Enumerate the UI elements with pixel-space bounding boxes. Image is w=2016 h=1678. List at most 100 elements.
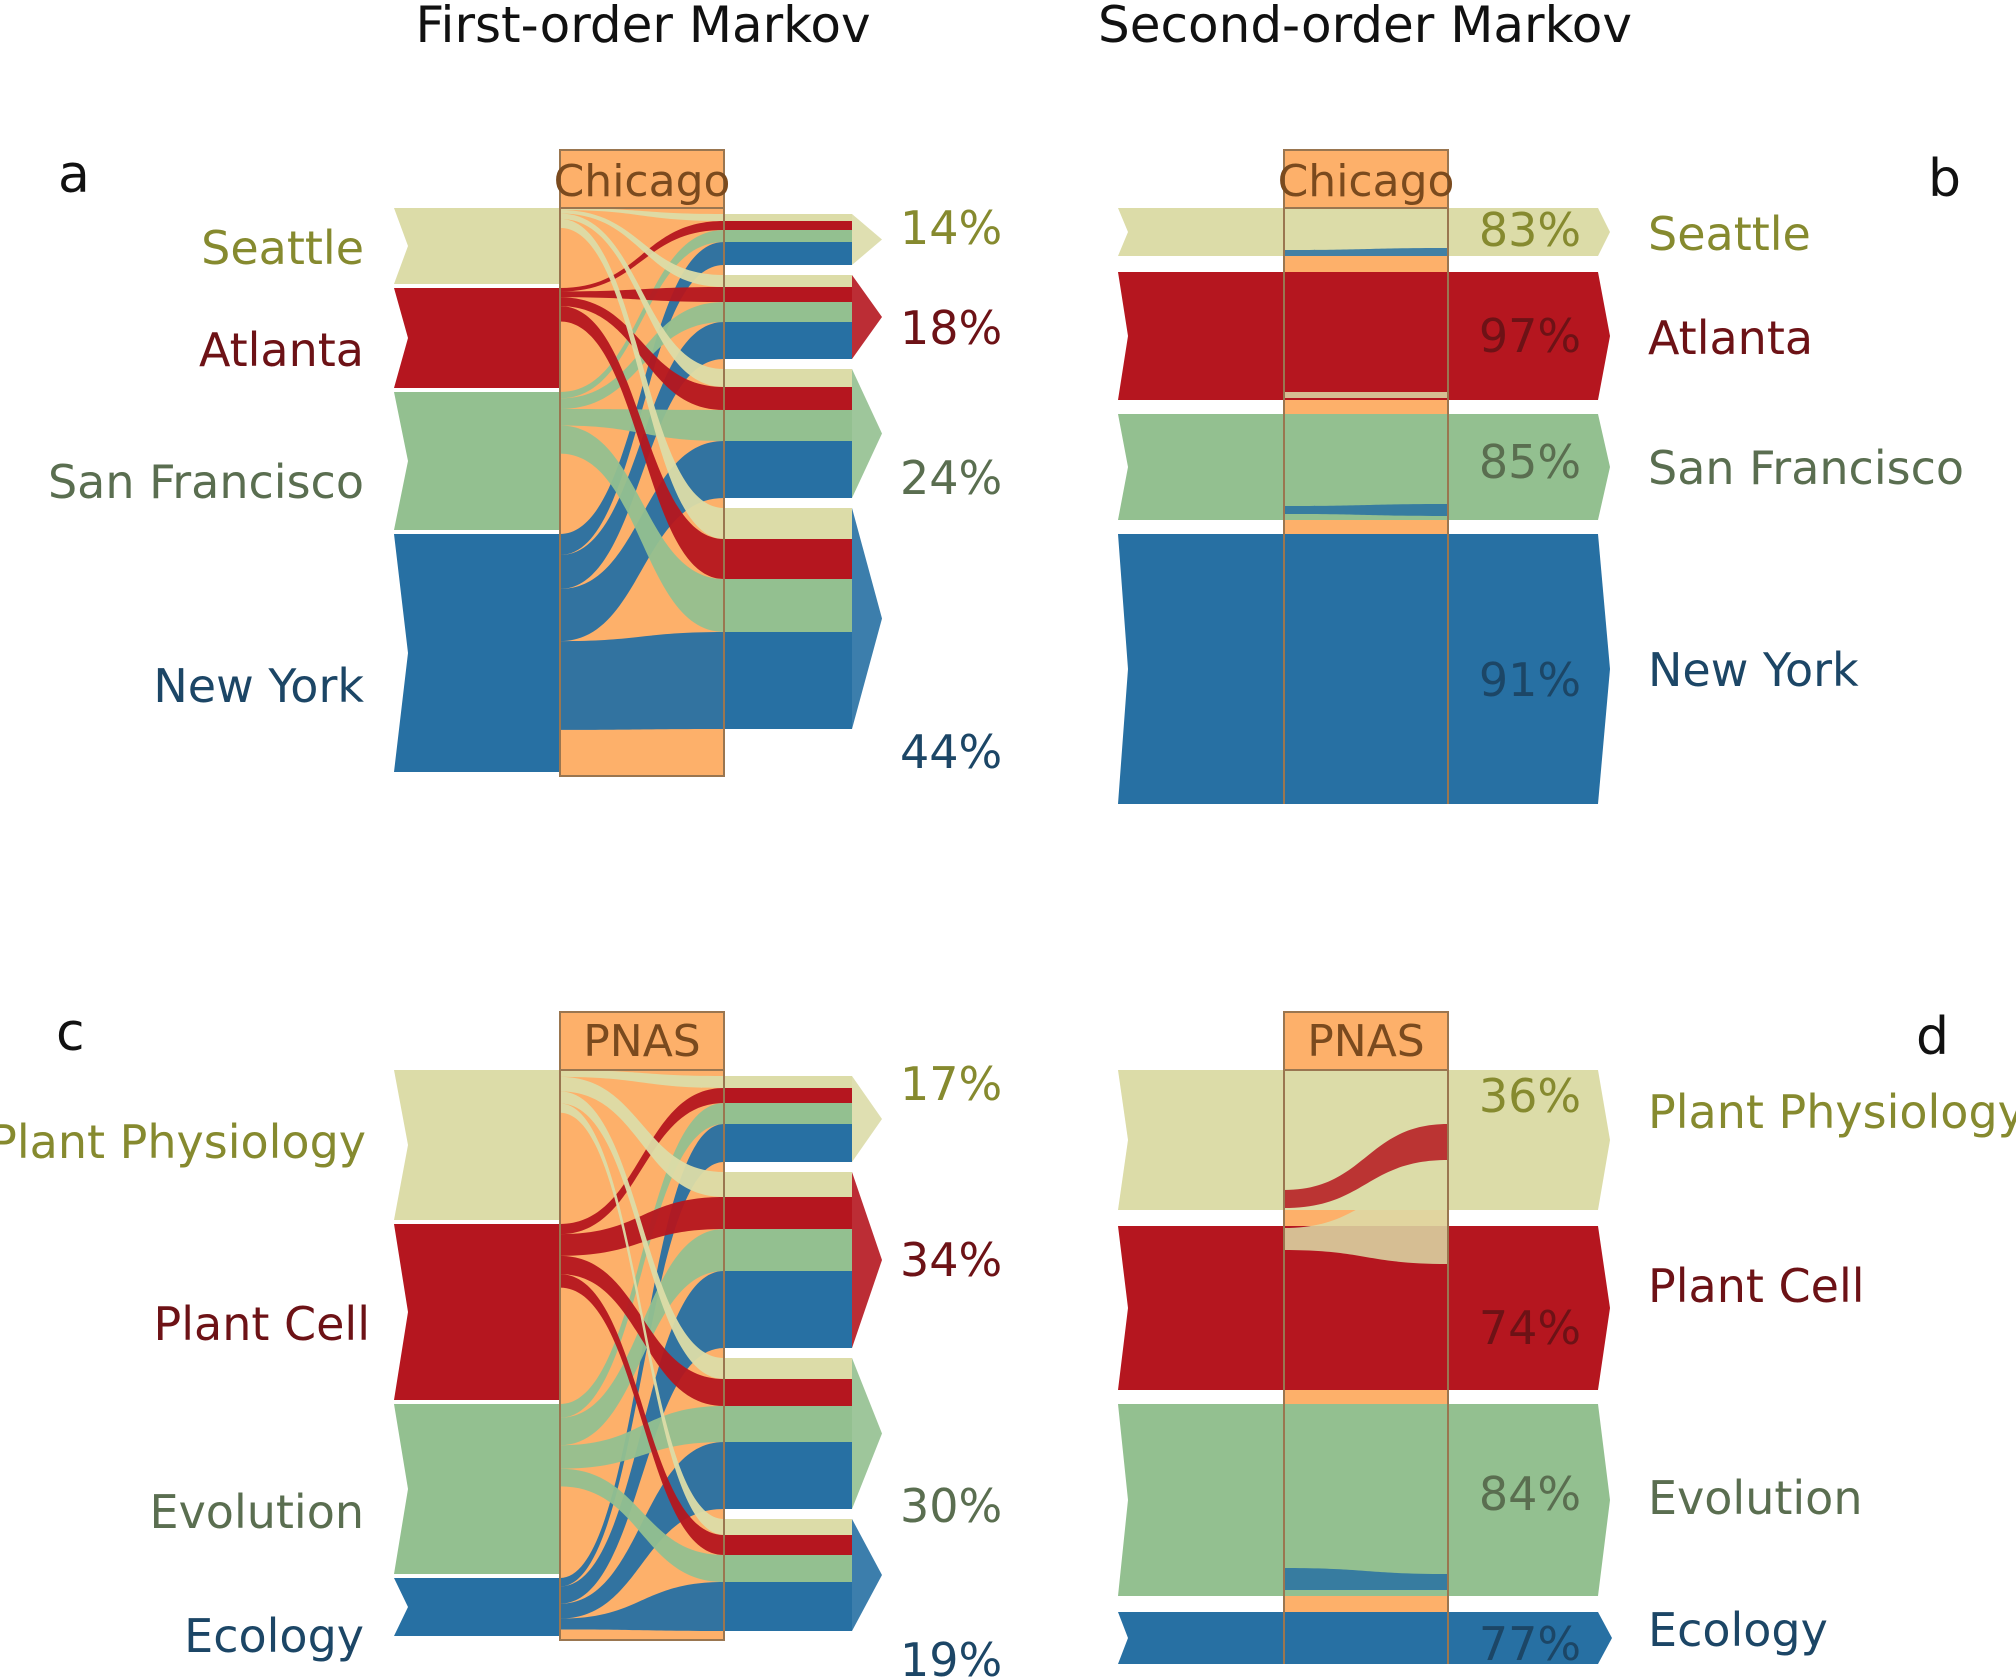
panel-c-flow-1-0 <box>560 1076 724 1197</box>
panel-c-out-strip-2-3 <box>724 1442 852 1509</box>
panel-b-node-seattle: Seattle <box>1648 207 1811 261</box>
panel-c-node-ecology: Ecology <box>184 1609 364 1663</box>
panel-d-minor-flow-0-0 <box>1284 1124 1448 1208</box>
panel-a-letter: a <box>58 145 90 205</box>
panel-d-in-arrow-3 <box>1118 1612 1284 1664</box>
panel-c-out-tip-0 <box>852 1076 882 1162</box>
panel-c-hub-label: PNAS <box>583 1016 700 1067</box>
panel-c-flow-3-0 <box>560 1103 724 1535</box>
panel-b-minor-flow-2-0 <box>1284 504 1448 516</box>
panel-b-hub-header <box>1283 149 1449 209</box>
panel-c-flow-3-1 <box>560 1274 724 1555</box>
panel-a-out-strip-0-1 <box>724 221 852 230</box>
panel-b-percent-seattle: 83% <box>1479 203 1581 257</box>
panel-a-node-seattle: Seattle <box>201 221 364 275</box>
panel-b-percent-new-york: 91% <box>1479 653 1581 707</box>
panel-c-out-strip-3-2 <box>724 1555 852 1582</box>
panel-a-node-atlanta: Atlanta <box>199 323 364 377</box>
panel-b-out-arrow-2 <box>1448 414 1610 520</box>
panel-b-minor-flow-0-0 <box>1284 248 1448 256</box>
panel-c-flow-0-1 <box>560 1088 724 1235</box>
panel-d-out-arrow-2 <box>1448 1404 1610 1596</box>
panel-b-percent-atlanta: 97% <box>1479 309 1581 363</box>
panel-a-out-strip-2-3 <box>724 441 852 498</box>
panel-a-out-strip-1-1 <box>724 287 852 302</box>
panel-c-out-strip-0-0 <box>724 1076 852 1088</box>
panel-d-percent-ecology: 77% <box>1479 1617 1581 1671</box>
panel-b-node-new-york: New York <box>1648 643 1859 697</box>
panel-c-letter: c <box>56 1003 85 1063</box>
panel-d-out-arrow-0 <box>1448 1070 1610 1210</box>
panel-b-in-arrow-3 <box>1118 534 1284 804</box>
panel-c-out-strip-3-0 <box>724 1519 852 1535</box>
panel-a-flow-0-2 <box>560 230 724 399</box>
panel-d-hub-label: PNAS <box>1307 1016 1424 1067</box>
panel-c-percent-plant-physiology: 17% <box>900 1057 1002 1111</box>
panel-b-letter: b <box>1928 149 1961 209</box>
panel-c-out-strip-0-1 <box>724 1088 852 1103</box>
panel-d-minor-flow-2-0 <box>1284 1568 1448 1590</box>
panel-a-flow-1-0 <box>560 210 724 287</box>
panel-c-flow-2-2 <box>560 1406 724 1469</box>
panel-b-ribbons <box>1118 208 1610 804</box>
panel-a-in-arrow-0 <box>394 208 560 284</box>
panel-c-in-arrow-2 <box>394 1404 560 1574</box>
panel-a-out-strip-1-2 <box>724 302 852 322</box>
panel-c-node-evolution: Evolution <box>150 1485 364 1539</box>
panel-c-out-tip-3 <box>852 1519 882 1631</box>
panel-a-node-new-york: New York <box>153 659 364 713</box>
panel-c-flow-0-2 <box>560 1103 724 1418</box>
panel-a-hub-label: Chicago <box>554 156 731 207</box>
panel-a-out-strip-3-2 <box>724 579 852 632</box>
panel-c-node-plant-cell: Plant Cell <box>153 1297 370 1351</box>
panel-c-in-arrow-0 <box>394 1070 560 1220</box>
panel-a-out-strip-3-0 <box>724 508 852 539</box>
panel-c-flow-0-0 <box>560 1070 724 1088</box>
panel-b-out-arrow-1 <box>1448 272 1610 400</box>
panel-a-out-strip-1-3 <box>724 322 852 359</box>
panel-d-percent-plant-cell: 74% <box>1479 1301 1581 1355</box>
panel-d-percent-plant-physiology: 36% <box>1479 1069 1581 1123</box>
panel-c-node-plant-physiology: Plant Physiology <box>0 1115 366 1169</box>
panel-b-hub-strip-3 <box>1284 534 1448 804</box>
panel-b-percent-san-francisco: 85% <box>1479 435 1581 489</box>
panel-a-out-tip-2 <box>852 369 882 498</box>
panel-b-out-arrow-3 <box>1448 534 1610 804</box>
panel-a-out-tip-0 <box>852 214 882 265</box>
panel-d-node-plant-cell: Plant Cell <box>1648 1259 1865 1313</box>
panel-c-out-tip-2 <box>852 1358 882 1509</box>
panel-a-flow-3-1 <box>560 306 724 579</box>
panel-d-hub-strip-3 <box>1284 1612 1448 1664</box>
panel-a-hub-header <box>559 149 725 209</box>
panel-c-out-strip-1-2 <box>724 1229 852 1271</box>
panel-a-out-strip-2-0 <box>724 369 852 387</box>
panel-a-out-strip-0-0 <box>724 214 852 221</box>
panel-c-hub-header <box>559 1011 725 1071</box>
panel-a-flow-1-3 <box>560 322 724 589</box>
panel-b-out-arrow-0 <box>1448 208 1610 256</box>
panel-a-flow-2-0 <box>560 213 724 387</box>
panel-c-flow-2-1 <box>560 1255 724 1406</box>
panel-d-node-ecology: Ecology <box>1648 1603 1828 1657</box>
panel-b-hub-strip-2 <box>1284 414 1448 520</box>
panel-a-in-arrow-2 <box>394 392 560 530</box>
panel-a-out-strip-2-1 <box>724 387 852 410</box>
panel-a-percent-san-francisco: 24% <box>900 451 1002 505</box>
panel-a-in-arrow-1 <box>394 288 560 388</box>
first-order-title: First-order Markov <box>415 0 870 54</box>
panel-b-minor-flow-1-0 <box>1284 392 1448 398</box>
panel-a-flow-2-1 <box>560 297 724 410</box>
panel-a-ribbons <box>394 207 882 777</box>
panel-c-ribbons <box>394 1069 882 1641</box>
panel-d-node-evolution: Evolution <box>1648 1471 1862 1525</box>
panel-a-out-strip-2-2 <box>724 410 852 441</box>
panel-a-flow-0-0 <box>560 208 724 221</box>
panel-b-in-arrow-1 <box>1118 272 1284 400</box>
panel-d-in-arrow-2 <box>1118 1404 1284 1596</box>
panel-a-percent-new-york: 44% <box>900 725 1002 779</box>
panel-c-flow-3-2 <box>560 1468 724 1582</box>
panel-b-hub-strip-1 <box>1284 272 1448 400</box>
panel-a-node-san-francisco: San Francisco <box>48 455 364 509</box>
panel-c-out-strip-3-3 <box>724 1582 852 1631</box>
panel-a-flow-3-2 <box>560 425 724 632</box>
